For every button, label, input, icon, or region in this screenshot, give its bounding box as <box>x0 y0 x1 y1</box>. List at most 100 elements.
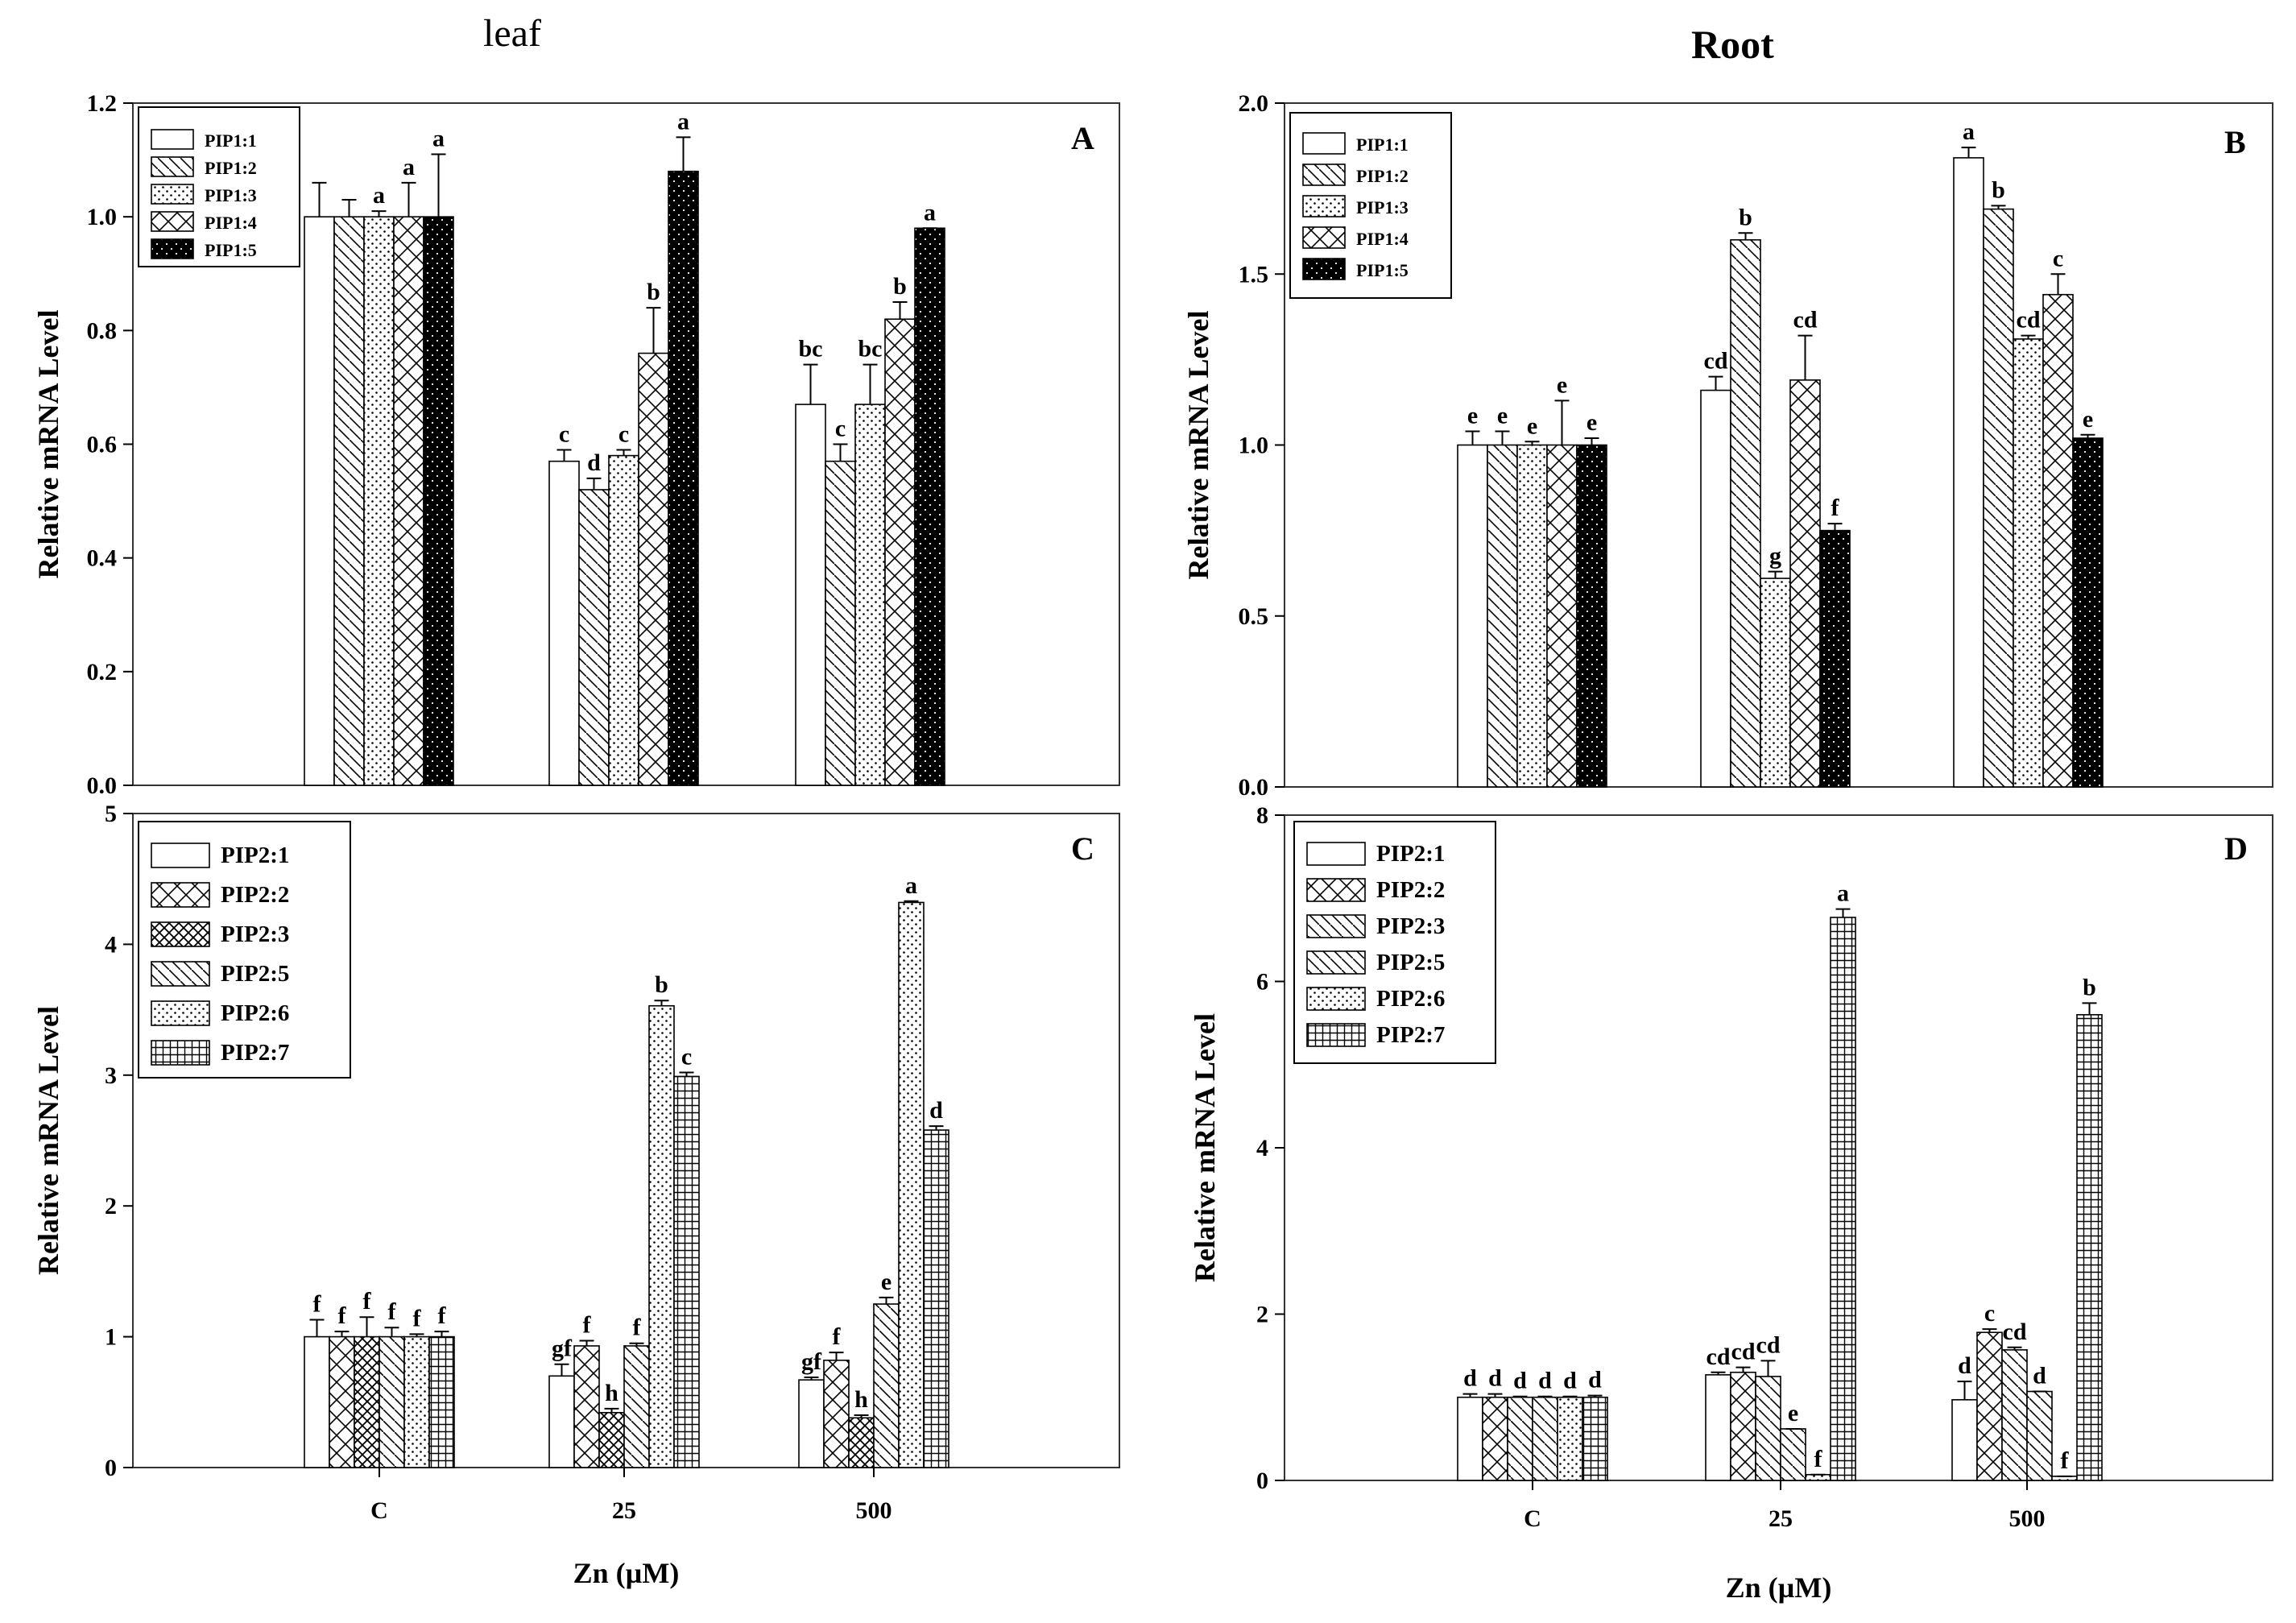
bar-PIP2:5-C <box>379 1335 405 1468</box>
bar-PIP2:6-C <box>1557 1396 1583 1481</box>
bar-PIP2:5-500 <box>873 1303 900 1468</box>
bar-PIP1:4-25 <box>1789 379 1821 788</box>
bar-PIP1:4-500 <box>2042 293 2074 788</box>
bar-PIP2:1-25 <box>548 1375 575 1468</box>
bar-PIP1:3-500 <box>854 404 886 786</box>
significance-letter: b <box>647 279 660 305</box>
legend-entry: PIP1:1 <box>1356 135 1409 155</box>
significance-letter: e <box>1467 403 1478 429</box>
legend-swatch-PIP2:3 <box>1306 914 1366 938</box>
significance-letter: d <box>587 449 601 476</box>
significance-letter: d <box>1563 1368 1577 1394</box>
panel-label: D <box>2224 830 2248 867</box>
y-tick-label: 4 <box>105 931 117 958</box>
bar-PIP1:1-C <box>304 216 335 786</box>
significance-letter: a <box>1963 118 1975 145</box>
bar-PIP1:4-25 <box>638 352 669 786</box>
significance-letter: e <box>1527 412 1537 439</box>
bar-PIP2:2-500 <box>1976 1331 2003 1481</box>
y-tick-label: 0.2 <box>87 659 118 685</box>
bar-PIP2:6-25 <box>648 1004 675 1468</box>
significance-letter: a <box>432 126 445 152</box>
y-tick-label: 0.5 <box>1239 603 1269 630</box>
significance-letter: a <box>677 108 689 135</box>
legend-entry: PIP1:5 <box>205 240 257 260</box>
bar-PIP1:4-500 <box>884 318 916 786</box>
bar-PIP1:2-500 <box>825 460 856 786</box>
bar-PIP2:1-500 <box>1951 1399 1978 1481</box>
bar-PIP2:3-500 <box>2001 1349 2028 1481</box>
bar-PIP2:7-C <box>428 1335 455 1468</box>
legend-entry: PIP2:1 <box>1376 841 1445 867</box>
significance-letter: cd <box>1793 307 1818 333</box>
bar-PIP2:1-25 <box>1705 1374 1731 1481</box>
bar-PIP1:2-C <box>333 216 365 786</box>
significance-letter: e <box>881 1269 892 1295</box>
significance-letter: gf <box>801 1348 822 1375</box>
bar-PIP1:1-25 <box>548 460 580 786</box>
bar-PIP1:5-C <box>423 216 454 786</box>
significance-letter: f <box>2061 1447 2070 1474</box>
significance-letter: f <box>388 1298 397 1325</box>
significance-letter: cd <box>1704 348 1728 375</box>
legend-swatch-PIP1:2 <box>1302 164 1346 186</box>
y-tick-label: 2.0 <box>1239 90 1269 117</box>
bar-PIP2:7-C <box>1582 1396 1608 1481</box>
significance-letter: a <box>905 872 917 899</box>
bar-PIP2:5-C <box>1532 1396 1558 1481</box>
significance-letter: gf <box>552 1335 573 1362</box>
significance-letter: f <box>833 1323 842 1350</box>
x-tick-label: 25 <box>612 1497 636 1524</box>
y-tick-label: 4 <box>1256 1135 1268 1161</box>
legend-swatch-PIP2:2 <box>151 882 210 908</box>
bar-PIP2:5-25 <box>623 1345 650 1468</box>
bar-PIP1:4-C <box>393 216 424 786</box>
bar-PIP1:5-25 <box>668 170 699 786</box>
bar-PIP1:3-500 <box>2013 338 2044 788</box>
legend-swatch-PIP2:7 <box>151 1040 210 1066</box>
legend-entry: PIP1:5 <box>1356 260 1409 280</box>
legend-swatch-PIP1:1 <box>151 129 194 150</box>
significance-letter: cd <box>2017 307 2041 333</box>
legend-entry: PIP2:5 <box>1376 950 1445 975</box>
significance-letter: g <box>1769 543 1781 569</box>
y-tick-label: 1 <box>105 1324 117 1351</box>
significance-letter: h <box>854 1386 868 1413</box>
bar-PIP1:2-25 <box>1730 238 1761 788</box>
legend-swatch-PIP2:5 <box>1306 950 1366 975</box>
bar-PIP2:7-500 <box>2076 1014 2103 1481</box>
legend-entry: PIP2:3 <box>1376 913 1445 939</box>
significance-letter: b <box>893 273 907 300</box>
y-tick-label: 0.4 <box>87 545 118 572</box>
legend-swatch-PIP2:1 <box>1306 842 1366 866</box>
bar-PIP2:1-C <box>1457 1396 1483 1481</box>
y-tick-label: 1.2 <box>87 90 118 117</box>
bar-PIP2:7-25 <box>1830 917 1856 1481</box>
bar-PIP1:5-25 <box>1819 529 1851 788</box>
significance-letter: c <box>559 421 569 448</box>
legend-swatch-PIP2:7 <box>1306 1023 1366 1047</box>
legend-swatch-PIP1:4 <box>151 211 194 232</box>
y-tick-label: 2 <box>1256 1302 1268 1328</box>
significance-letter: a <box>1837 880 1849 907</box>
significance-letter: a <box>924 199 936 226</box>
legend-swatch-PIP1:5 <box>151 238 194 259</box>
x-tick-label: 25 <box>1769 1505 1793 1532</box>
bar-PIP2:3-500 <box>848 1417 875 1468</box>
bar-PIP1:4-C <box>1546 444 1578 788</box>
legend-swatch-PIP2:3 <box>151 921 210 947</box>
legend-entry: PIP2:3 <box>221 921 289 947</box>
significance-letter: f <box>583 1311 592 1338</box>
significance-letter: f <box>363 1288 372 1315</box>
significance-letter: cd <box>1706 1344 1731 1370</box>
bar-PIP1:2-C <box>1487 444 1518 788</box>
panel-label: A <box>1071 120 1094 156</box>
x-tick-label: C <box>1524 1505 1541 1532</box>
bar-PIP2:7-500 <box>923 1129 949 1468</box>
legend-swatch-PIP2:6 <box>1306 987 1366 1011</box>
bar-PIP1:2-25 <box>578 489 610 786</box>
significance-letter: e <box>2083 406 2093 433</box>
y-tick-label: 0.0 <box>87 772 118 799</box>
significance-letter: a <box>403 154 415 180</box>
